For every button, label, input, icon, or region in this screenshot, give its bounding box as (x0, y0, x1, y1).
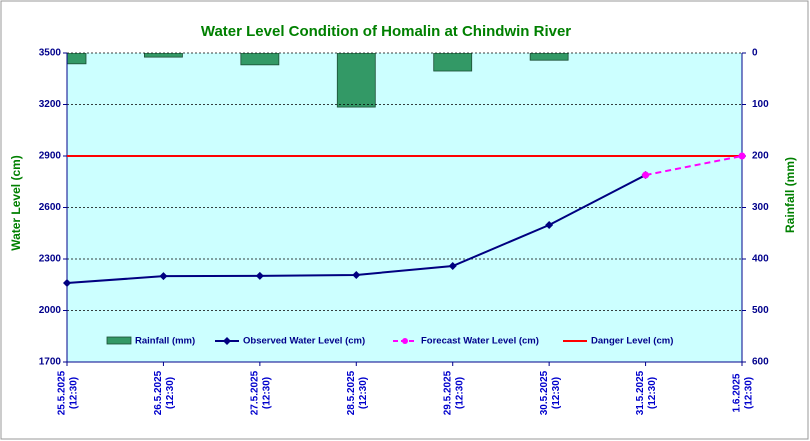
rainfall-bar (529, 53, 569, 61)
chart-title: Water Level Condition of Homalin at Chin… (201, 23, 571, 40)
y-axis-title: Water Level (cm) (9, 155, 23, 251)
y-tick-label: 1700 (39, 357, 62, 368)
marker (352, 270, 361, 279)
marker (738, 152, 746, 160)
y2-tick-label: 500 (752, 305, 769, 316)
marker (545, 221, 554, 230)
y2-axis-title: Rainfall (mm) (783, 157, 797, 233)
x-tick-label: (12:30) (551, 377, 562, 409)
x-tick-label: (12:30) (647, 377, 658, 409)
x-tick-label: (12:30) (744, 377, 755, 409)
y2-tick-label: 0 (752, 48, 758, 59)
legend-marker (223, 337, 231, 345)
marker (63, 279, 71, 288)
x-tick-label: (12:30) (261, 377, 272, 409)
y2-tick-label: 400 (752, 254, 769, 265)
legend-label: Observed Water Level (cm) (243, 336, 365, 347)
x-tick-label: 25.5.2025 (57, 370, 68, 415)
marker (448, 262, 457, 271)
marker (642, 171, 650, 179)
legend-label: Rainfall (mm) (135, 336, 195, 347)
rainfall-bar (67, 53, 87, 65)
legend-swatch (106, 336, 132, 345)
bars (67, 53, 569, 108)
x-tick-label: 31.5.2025 (635, 370, 646, 415)
y-tick-label: 2300 (39, 254, 62, 265)
y2-tick-label: 300 (752, 202, 769, 213)
x-tick-label: 27.5.2025 (249, 370, 260, 415)
rainfall-bar (240, 53, 280, 66)
rainfall-bar (336, 53, 376, 108)
x-tick-label: 30.5.2025 (539, 370, 550, 415)
series-line (645, 155, 743, 177)
rainfall-bar (144, 53, 183, 58)
marker (159, 272, 168, 281)
y-tick-label: 2000 (39, 305, 62, 316)
y2-tick-label: 100 (752, 99, 769, 110)
y-tick-label: 3500 (39, 48, 62, 59)
x-tick-label: (12:30) (165, 377, 176, 409)
x-tick-label: (12:30) (69, 377, 80, 409)
x-tick-label: (12:30) (358, 377, 369, 409)
y2-tick-label: 600 (752, 357, 769, 368)
x-tick-label: (12:30) (454, 377, 465, 409)
x-tick-label: 29.5.2025 (442, 370, 453, 415)
y-tick-label: 2900 (39, 151, 62, 162)
y2-tick-label: 200 (752, 151, 769, 162)
x-tick-label: 28.5.2025 (346, 370, 357, 415)
legend-label: Danger Level (cm) (591, 336, 673, 347)
x-tick-label: 26.5.2025 (153, 370, 164, 415)
legend-label: Forecast Water Level (cm) (421, 336, 539, 347)
y-tick-label: 3200 (39, 99, 62, 110)
legend-marker (402, 338, 408, 344)
x-tick-label: 1.6.2025 (732, 373, 743, 412)
y-tick-label: 2600 (39, 202, 62, 213)
marker (255, 271, 264, 280)
rainfall-bar (433, 53, 473, 72)
